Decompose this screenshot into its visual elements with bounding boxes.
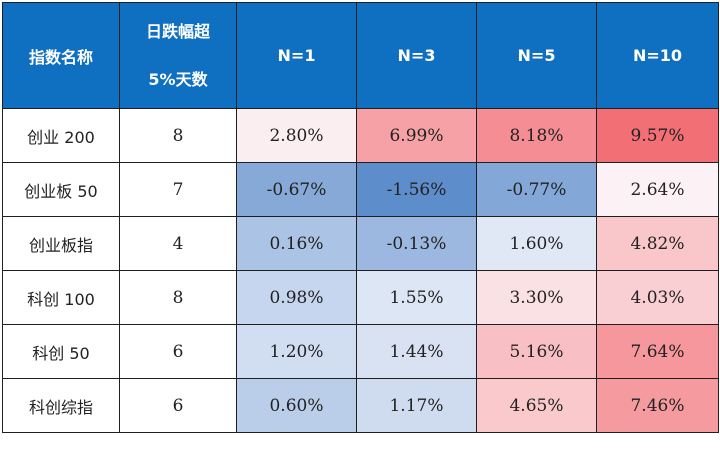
drop-days-cell: 6 [119, 324, 237, 379]
return-cell-n1: 2.80% [236, 108, 357, 163]
header-row: 指数名称 日跌幅超 5%天数 N=1 N=3 N=5 N=10 [2, 2, 719, 109]
table-row: 创业板指 4 0.16% -0.13% 1.60% 4.82% [2, 216, 719, 271]
drop-days-cell: 6 [119, 378, 237, 433]
index-name-cell: 创业板 50 [2, 162, 120, 217]
index-name-cell: 科创综指 [2, 378, 120, 433]
return-cell-n10: 4.03% [596, 270, 719, 325]
header-drop-days-line2: 5%天数 [148, 69, 208, 89]
return-cell-n5: 1.60% [476, 216, 597, 271]
header-drop-days: 日跌幅超 5%天数 [119, 2, 237, 109]
return-cell-n3: -0.13% [356, 216, 477, 271]
return-cell-n5: 5.16% [476, 324, 597, 379]
returns-table: 指数名称 日跌幅超 5%天数 N=1 N=3 N=5 N=10 创业 200 8… [2, 2, 719, 433]
return-cell-n3: 1.55% [356, 270, 477, 325]
return-cell-n5: 8.18% [476, 108, 597, 163]
return-cell-n1: 0.16% [236, 216, 357, 271]
return-cell-n1: 0.60% [236, 378, 357, 433]
return-cell-n5: -0.77% [476, 162, 597, 217]
table-row: 科创综指 6 0.60% 1.17% 4.65% 7.46% [2, 378, 719, 433]
header-drop-days-line1: 日跌幅超 [145, 22, 210, 42]
return-cell-n1: 1.20% [236, 324, 357, 379]
return-cell-n3: 6.99% [356, 108, 477, 163]
return-cell-n10: 7.46% [596, 378, 719, 433]
header-index-name: 指数名称 [2, 2, 120, 109]
drop-days-cell: 4 [119, 216, 237, 271]
header-n5: N=5 [476, 2, 597, 109]
return-cell-n1: -0.67% [236, 162, 357, 217]
drop-days-cell: 7 [119, 162, 237, 217]
index-name-cell: 创业板指 [2, 216, 120, 271]
table-row: 创业板 50 7 -0.67% -1.56% -0.77% 2.64% [2, 162, 719, 217]
table-row: 科创 50 6 1.20% 1.44% 5.16% 7.64% [2, 324, 719, 379]
return-cell-n3: -1.56% [356, 162, 477, 217]
table-row: 科创 100 8 0.98% 1.55% 3.30% 4.03% [2, 270, 719, 325]
return-cell-n3: 1.44% [356, 324, 477, 379]
index-name-cell: 科创 100 [2, 270, 120, 325]
return-cell-n3: 1.17% [356, 378, 477, 433]
index-name-cell: 科创 50 [2, 324, 120, 379]
return-cell-n10: 7.64% [596, 324, 719, 379]
return-cell-n10: 9.57% [596, 108, 719, 163]
return-cell-n5: 3.30% [476, 270, 597, 325]
drop-days-cell: 8 [119, 270, 237, 325]
index-name-cell: 创业 200 [2, 108, 120, 163]
header-n1: N=1 [236, 2, 357, 109]
return-cell-n5: 4.65% [476, 378, 597, 433]
drop-days-cell: 8 [119, 108, 237, 163]
return-cell-n10: 4.82% [596, 216, 719, 271]
return-cell-n1: 0.98% [236, 270, 357, 325]
table-row: 创业 200 8 2.80% 6.99% 8.18% 9.57% [2, 108, 719, 163]
header-n10: N=10 [596, 2, 719, 109]
header-n3: N=3 [356, 2, 477, 109]
return-cell-n10: 2.64% [596, 162, 719, 217]
